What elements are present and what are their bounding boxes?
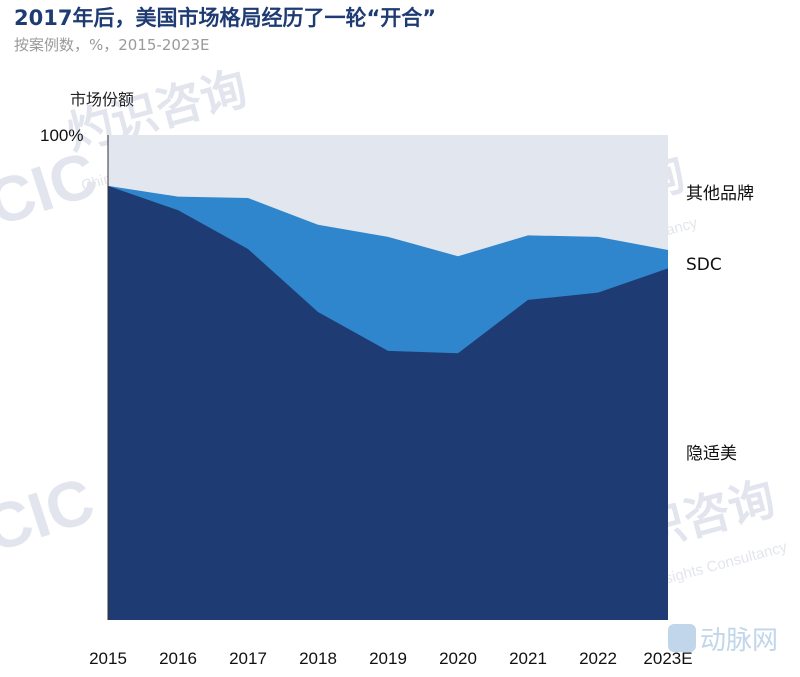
x-tick-label: 2021: [509, 649, 547, 668]
chart-title: 2017年后，美国市场格局经历了一轮“开合”: [14, 6, 437, 30]
chart-subtitle: 按案例数，%，2015-2023E: [14, 36, 210, 54]
x-tick-label: 2023E: [643, 649, 692, 668]
series-labels: 隐适美 SDC 其他品牌: [686, 184, 754, 464]
area-series-invisalign: [108, 185, 668, 621]
watermark-logo-3: CIC: [0, 464, 103, 567]
corner-logo-badge: [668, 624, 696, 652]
x-tick-label: 2022: [579, 649, 617, 668]
corner-logo-text: 动脉网: [700, 626, 778, 656]
y-tick-label-100: 100%: [40, 126, 83, 145]
x-tick-label: 2016: [159, 649, 197, 668]
x-tick-label: 2017: [229, 649, 267, 668]
area-series-other-brands: [108, 135, 668, 257]
x-tick-label: 2015: [89, 649, 127, 668]
series-label-sdc: SDC: [686, 255, 722, 275]
y-axis-label: 市场份额: [70, 90, 135, 109]
x-tick-label: 2018: [299, 649, 337, 668]
series-label-invisalign: 隐适美: [686, 444, 737, 464]
corner-logo: 动脉网: [668, 624, 778, 656]
x-tick-label: 2019: [369, 649, 407, 668]
series-label-other-brands: 其他品牌: [686, 184, 754, 204]
x-tick-label: 2020: [439, 649, 477, 668]
x-axis-ticks: 2015 2016 2017 2018 2019 2020 2021 2022 2023E: [89, 649, 693, 668]
